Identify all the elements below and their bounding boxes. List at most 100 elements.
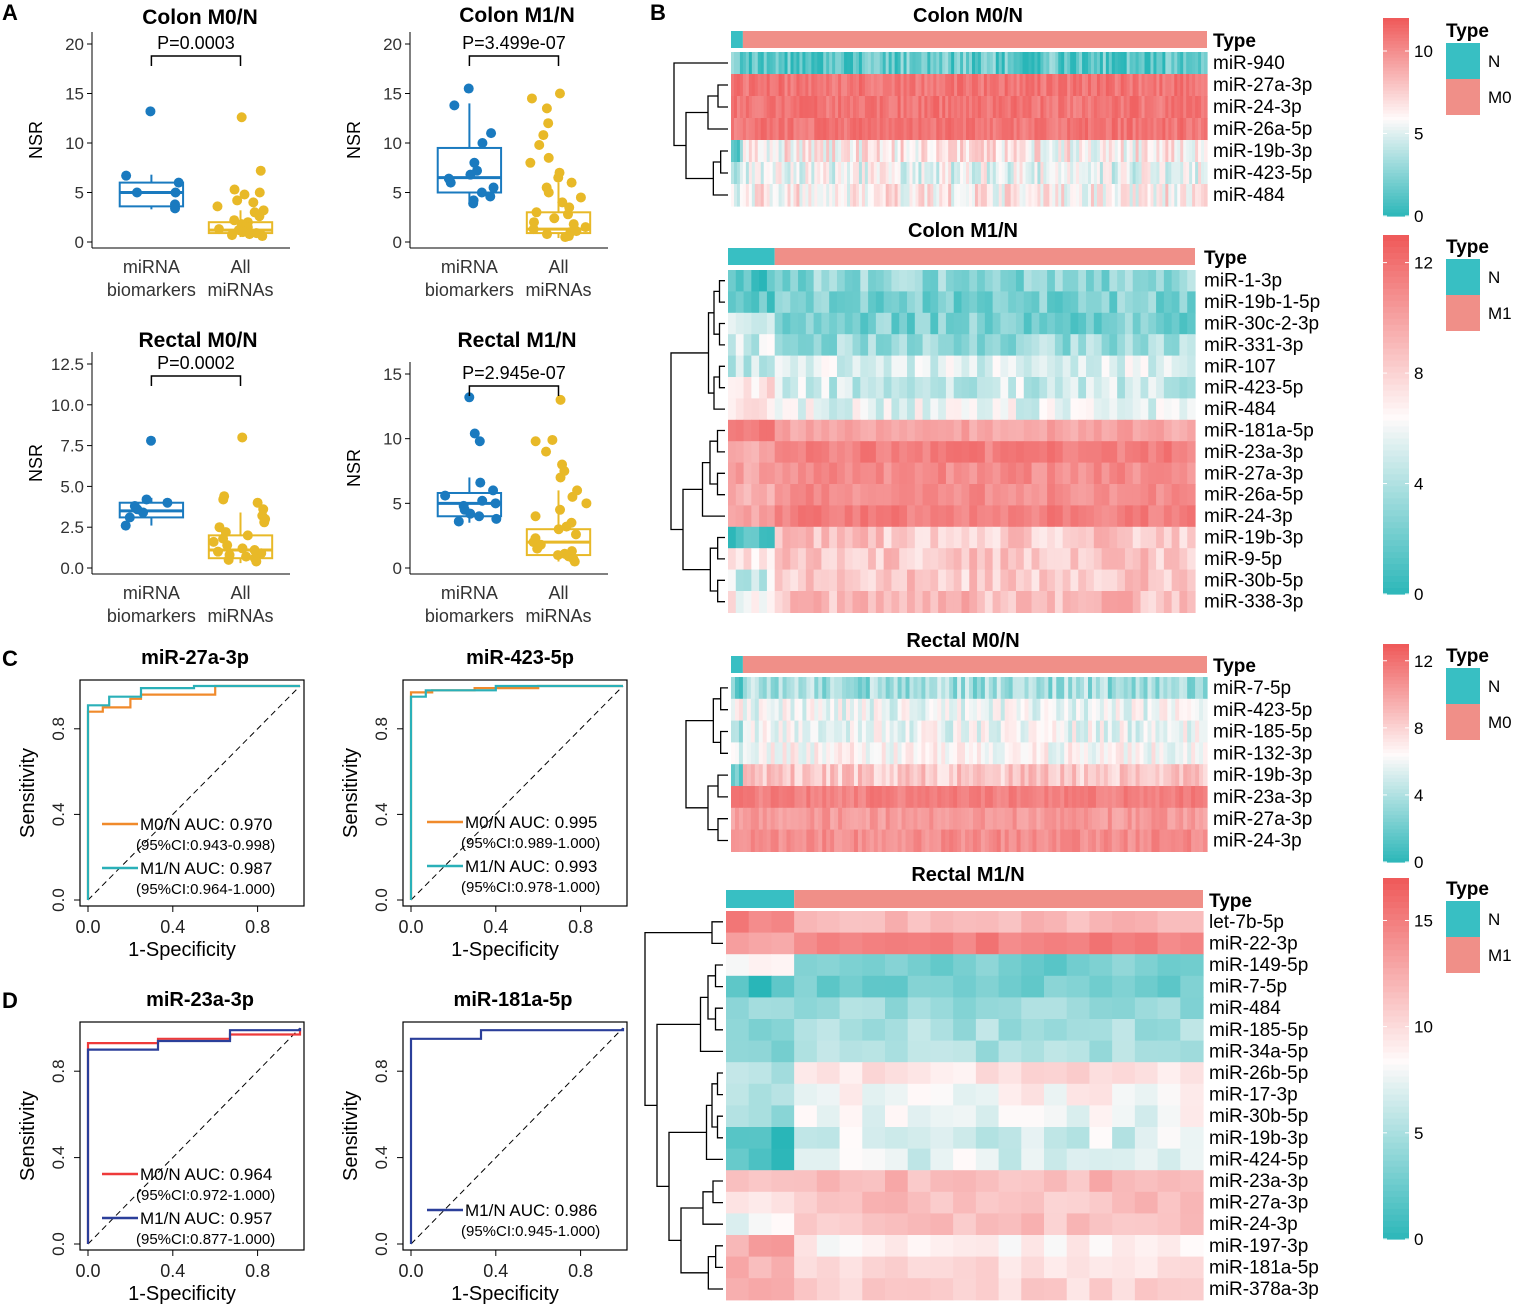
heatmap-cell (784, 140, 789, 163)
row-label: miR-24-3p (1213, 831, 1302, 852)
heatmap-cell (1147, 74, 1152, 97)
scale-step (1383, 462, 1409, 469)
heatmap-cell (821, 569, 830, 592)
heatmap-cell (961, 505, 970, 528)
heatmap-cell (929, 677, 934, 700)
heatmap-cell (798, 829, 803, 852)
heatmap-cell (1123, 698, 1129, 722)
heatmap-cell (731, 786, 736, 809)
heatmap-cell (858, 140, 863, 163)
heatmap-cell (948, 184, 952, 207)
heatmap-cell (972, 677, 978, 700)
heatmap-cell (1186, 118, 1190, 141)
heatmap-cell (885, 96, 890, 119)
heatmap-cell (879, 74, 884, 97)
row-label: miR-26a-5p (1204, 485, 1303, 506)
heatmap-cell (754, 829, 760, 852)
heatmap-cell (1000, 505, 1009, 528)
heatmap-cell (969, 398, 978, 421)
heatmap-cell (1191, 720, 1196, 743)
scale-step (1383, 176, 1409, 181)
scale-step (1383, 1040, 1409, 1048)
heatmap-cell (728, 270, 737, 292)
heatmap-cell (772, 118, 777, 141)
scale-tick-label: 12 (1414, 652, 1433, 671)
heatmap-cell (1020, 720, 1026, 743)
heatmap-cell (1021, 1040, 1045, 1063)
scale-step (1383, 884, 1409, 891)
heatmap-cell (881, 720, 887, 743)
heatmap-cell (974, 74, 979, 97)
heatmap-cell (1090, 74, 1095, 97)
heatmap-cell (838, 720, 843, 743)
data-point (445, 177, 456, 188)
heatmap-cell (900, 184, 905, 207)
heatmap-cell (1112, 1170, 1136, 1193)
heatmap-cell (1093, 569, 1103, 592)
heatmap-cell (838, 96, 842, 119)
heatmap-cell (1180, 1040, 1204, 1063)
heatmap-cell (844, 548, 854, 571)
heatmap-cell (861, 786, 867, 809)
heatmap-cell (996, 807, 1002, 831)
heatmap-cell (1180, 1019, 1204, 1042)
heatmap-cell (745, 52, 750, 75)
heatmap-cell (1204, 96, 1208, 119)
heatmap-cell (1147, 118, 1152, 141)
scale-step (1383, 1094, 1409, 1102)
heatmap-cell (751, 377, 760, 399)
heatmap-cell (798, 484, 807, 506)
heatmap-cell (1072, 829, 1077, 852)
heatmap-cell (899, 526, 908, 549)
heatmap-cell (1031, 270, 1040, 292)
heatmap-cell (1082, 74, 1086, 97)
heatmap-cell (1044, 932, 1068, 955)
dendrogram-branch (716, 472, 725, 496)
heatmap-cell (844, 355, 854, 378)
heatmap-cell (1043, 184, 1047, 207)
heatmap-cell (1025, 118, 1030, 141)
heatmap-cell (1039, 484, 1048, 506)
data-point (531, 207, 542, 218)
heatmap-cell (1148, 548, 1157, 571)
heatmap-cell (907, 1148, 932, 1171)
heatmap-cell (922, 484, 931, 506)
heatmap-cell (1103, 677, 1109, 700)
heatmap-cell (814, 677, 819, 700)
heatmap-cell (774, 829, 780, 852)
heatmap-cell (963, 118, 967, 141)
heatmap-cell (1171, 419, 1181, 442)
heatmap-cell (805, 355, 815, 378)
heatmap-cell (1031, 462, 1040, 485)
heatmap-cell (766, 96, 771, 119)
heatmap-cell (817, 184, 821, 207)
scale-step (1383, 771, 1409, 776)
heatmap-cell (1099, 96, 1104, 119)
heatmap-cell (766, 548, 776, 571)
heatmap-cell (793, 162, 798, 185)
heatmap-cell (876, 140, 881, 163)
scale-step (1383, 64, 1409, 69)
heatmap-cell (868, 419, 877, 442)
heatmap-cell (868, 312, 877, 335)
scale-step (1383, 673, 1409, 678)
heatmap-cell (1187, 334, 1196, 357)
heatmap-cell (998, 1235, 1022, 1258)
heatmap-cell (1001, 52, 1006, 75)
heatmap-cell (813, 526, 822, 549)
heatmap-cell (954, 184, 958, 207)
heatmap-cell (1062, 377, 1072, 399)
heatmap-cell (1183, 140, 1187, 163)
heatmap-cell (1078, 484, 1087, 506)
heatmap-cell (1111, 162, 1116, 185)
heatmap-cell (1147, 140, 1152, 163)
heatmap-cell (1109, 291, 1118, 314)
heatmap-cell (766, 484, 776, 506)
heatmap-cell (760, 184, 765, 207)
heatmap-cell (907, 291, 916, 314)
heatmap-cell (816, 911, 841, 934)
heatmap-cell (839, 997, 863, 1020)
heatmap-cell (930, 1127, 954, 1150)
heatmap-cell (933, 742, 938, 765)
heatmap-cell (816, 932, 841, 955)
